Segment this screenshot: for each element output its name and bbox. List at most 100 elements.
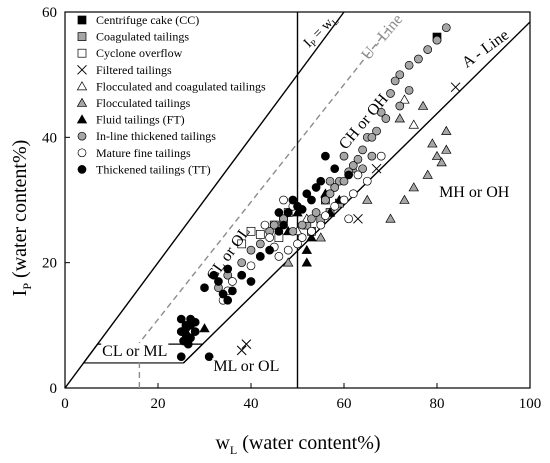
- data-point: [408, 182, 419, 192]
- data-point: [190, 327, 200, 336]
- data-point: [255, 239, 265, 249]
- data-points: [176, 23, 461, 362]
- data-point: [381, 114, 391, 123]
- data-point: [255, 252, 265, 261]
- data-point: [395, 70, 405, 80]
- data-point: [321, 151, 330, 161]
- data-point: [399, 94, 410, 104]
- data-point: [315, 232, 326, 242]
- legend-label: Flocculated tailings: [96, 96, 191, 110]
- data-point: [441, 144, 452, 154]
- data-point: [223, 264, 233, 274]
- legend-item: Coagulated tailings: [77, 30, 189, 44]
- series-group: [176, 151, 353, 362]
- data-point: [325, 176, 335, 186]
- legend-label: Centrifuge cake (CC): [96, 13, 199, 27]
- data-point: [176, 314, 186, 324]
- data-point: [376, 107, 386, 117]
- data-point: [348, 161, 358, 170]
- data-point: [321, 211, 330, 221]
- data-point: [246, 261, 256, 271]
- legend-symbol: [76, 81, 88, 91]
- data-point: [362, 176, 372, 186]
- legend-item: Filtered tailings: [77, 63, 172, 77]
- data-point: [344, 214, 353, 224]
- data-point: [297, 205, 307, 214]
- data-point: [246, 277, 256, 286]
- region-label: ML or OL: [213, 358, 279, 375]
- data-point: [339, 176, 349, 186]
- data-point: [450, 82, 461, 93]
- data-point: [200, 283, 209, 293]
- x-tick-label: 100: [519, 396, 542, 412]
- legend: Centrifuge cake (CC) Coagulated tailings C…: [76, 13, 266, 176]
- data-point: [297, 233, 307, 242]
- x-axis-label-rest: (water content%): [237, 432, 380, 454]
- data-point: [283, 245, 293, 255]
- data-point: [223, 295, 233, 305]
- data-point: [339, 195, 349, 205]
- legend-symbol: [77, 32, 87, 41]
- data-point: [293, 239, 302, 249]
- legend-label: Fluid tailings (FT): [96, 113, 185, 127]
- y-tick-label: 60: [42, 5, 57, 21]
- data-point: [176, 352, 186, 362]
- data-point: [306, 232, 317, 242]
- data-point: [358, 164, 367, 174]
- tick-labels: 0 20 40 60 80 100 0 20 40 60: [42, 5, 541, 412]
- data-point: [432, 35, 442, 45]
- data-point: [297, 220, 307, 230]
- data-point: [427, 138, 438, 148]
- data-point: [246, 245, 256, 255]
- legend-item: Thickened tailings (TT): [77, 162, 211, 176]
- data-point: [265, 245, 274, 255]
- data-point: [288, 226, 298, 236]
- axis-labels: wL (water content%) IP (water content%): [9, 140, 381, 457]
- data-point: [414, 54, 423, 64]
- legend-symbol: [77, 148, 87, 158]
- data-point: [282, 257, 294, 267]
- data-point: [236, 345, 247, 356]
- data-point: [246, 226, 256, 236]
- data-point: [390, 76, 400, 86]
- data-point: [269, 220, 279, 230]
- data-point: [274, 252, 284, 261]
- region-label: CL or ML: [102, 343, 167, 360]
- data-point: [228, 286, 237, 296]
- data-point: [348, 189, 358, 199]
- data-point: [218, 289, 228, 299]
- data-point: [423, 45, 433, 54]
- data-point: [344, 170, 353, 180]
- series-group: [236, 82, 461, 356]
- data-point: [367, 132, 377, 142]
- data-point: [436, 157, 447, 167]
- data-point: [316, 176, 326, 186]
- legend-label: Filtered tailings: [96, 63, 172, 77]
- y-tick-label: 20: [42, 256, 57, 272]
- data-point: [394, 113, 406, 123]
- data-point: [209, 270, 219, 280]
- y-axis-label-main: I: [9, 290, 31, 297]
- legend-item: Cyclone overflow: [77, 46, 183, 60]
- data-point: [372, 126, 381, 136]
- legend-label: In-line thickened tailings: [96, 129, 216, 143]
- data-point: [260, 220, 270, 230]
- data-point: [301, 244, 313, 254]
- data-point: [441, 23, 451, 33]
- data-point: [362, 194, 373, 204]
- data-point: [422, 169, 433, 179]
- data-point: [183, 339, 193, 349]
- data-point: [301, 257, 313, 267]
- legend-label: Flocculated and coagulated tailings: [96, 79, 266, 93]
- data-point: [376, 151, 386, 161]
- data-point: [358, 145, 367, 155]
- data-point: [199, 323, 210, 333]
- x-axis-label-main: w: [215, 432, 230, 454]
- legend-label: Cyclone overflow: [96, 46, 183, 60]
- data-point: [431, 150, 443, 160]
- x-tick-label: 60: [337, 396, 352, 412]
- legend-item: Flocculated tailings: [76, 96, 191, 110]
- data-point: [274, 226, 284, 236]
- data-point: [404, 85, 414, 95]
